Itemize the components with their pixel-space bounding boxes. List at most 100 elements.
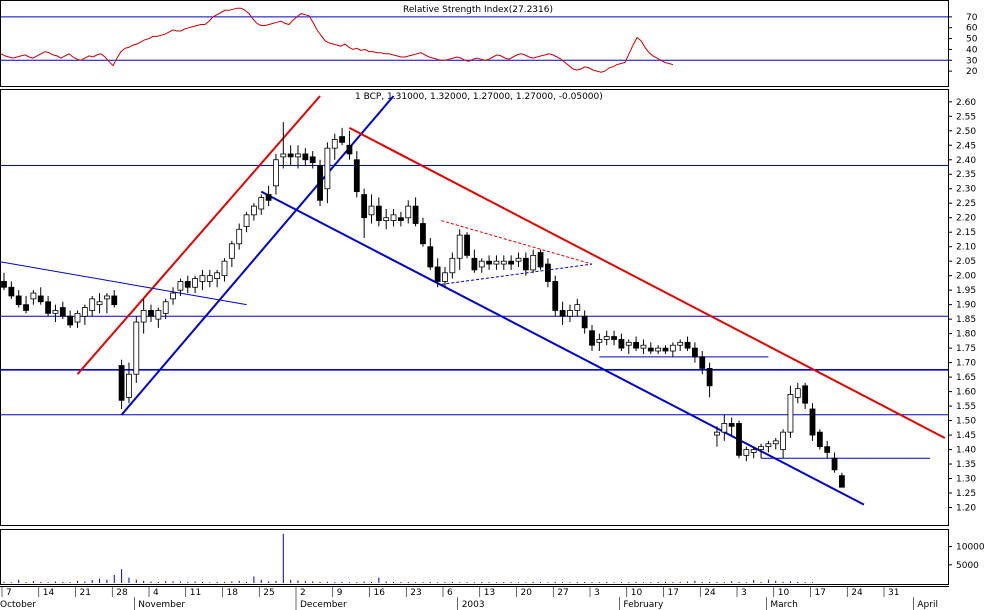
candle-body-up <box>30 292 37 300</box>
day-label: 17 <box>815 588 826 598</box>
candle-body-up <box>530 254 537 271</box>
candle <box>824 440 831 459</box>
price-title: 1 BCP, 1.31000, 1.32000, 1.27000, 1.2700… <box>355 92 603 102</box>
candle-body-down <box>317 165 323 201</box>
candle <box>140 298 147 334</box>
candle-body-down <box>692 347 698 358</box>
candle-body-up <box>221 260 228 277</box>
candle <box>802 382 809 409</box>
price-tick-label: 2.05 <box>956 257 976 267</box>
candle <box>464 232 470 259</box>
candle-body-up <box>603 336 610 340</box>
candle-body-down <box>581 315 588 329</box>
volume-tick-label: 10000 <box>956 543 985 553</box>
candle <box>133 316 140 383</box>
candle-body-up <box>721 423 728 433</box>
candle <box>243 211 250 233</box>
blue-downtrend-line <box>260 190 865 506</box>
candle <box>442 266 448 288</box>
candle <box>258 194 265 215</box>
price-tick-label: 2.40 <box>956 156 976 166</box>
month-label: December <box>300 600 347 610</box>
candle <box>493 255 500 270</box>
candle <box>839 472 845 488</box>
candle-body-down <box>706 368 713 387</box>
candle <box>669 342 676 357</box>
candle <box>405 200 412 224</box>
candle <box>390 209 397 227</box>
candle <box>809 403 816 441</box>
candle <box>633 336 639 352</box>
candle-body-down <box>302 153 309 161</box>
candle-body-up <box>640 344 647 349</box>
price-tick-label: 1.25 <box>956 489 976 499</box>
candle-body-down <box>412 205 419 224</box>
price-tick-label: 2.60 <box>956 98 976 108</box>
candle-body-up <box>493 260 500 265</box>
candle <box>816 429 823 450</box>
candle-body-down <box>684 341 691 349</box>
volume-bars <box>3 533 813 583</box>
day-label: 18 <box>227 588 239 598</box>
candle <box>184 275 191 294</box>
rsi-tick-label: 60 <box>966 24 978 34</box>
candle <box>743 446 750 462</box>
candle <box>449 252 456 279</box>
price-panel: 1 BCP, 1.31000, 1.32000, 1.27000, 1.2700… <box>0 89 976 526</box>
candle-body-up <box>243 214 250 227</box>
month-label: April <box>917 600 938 610</box>
rsi-tick-label: 30 <box>966 56 978 66</box>
candle-body-up <box>449 257 456 274</box>
candle <box>471 249 478 273</box>
candle-body-down <box>839 475 845 488</box>
candle <box>750 446 757 459</box>
candle <box>486 255 493 270</box>
price-frame <box>0 89 949 526</box>
candle <box>655 345 662 354</box>
price-tick-label: 1.40 <box>956 446 976 456</box>
candle <box>780 429 786 459</box>
month-label: 2003 <box>462 600 485 610</box>
candle <box>420 217 426 247</box>
candle <box>265 185 272 207</box>
price-tick-label: 1.45 <box>956 431 976 441</box>
candle <box>508 255 515 270</box>
candle-body-up <box>81 307 88 317</box>
candle <box>280 122 287 169</box>
x-month-labels: October November December 2003 February March… <box>0 597 938 610</box>
candle-body-up <box>162 301 169 314</box>
candle <box>787 385 794 438</box>
candle <box>559 301 566 325</box>
rsi-grid <box>1 16 948 61</box>
candle <box>647 342 654 354</box>
candle-body-down <box>486 260 493 265</box>
candle-body-down <box>647 347 654 352</box>
rsi-tick-label: 70 <box>966 13 978 23</box>
candle-body-up <box>750 449 757 453</box>
candle <box>552 275 559 317</box>
candle-body-down <box>37 295 44 303</box>
candle-body-up <box>295 153 301 158</box>
candle-body-down <box>361 194 368 219</box>
candle-body-down <box>559 310 566 317</box>
candle <box>574 298 581 317</box>
candle-body-down <box>23 304 29 311</box>
candle-body-up <box>787 394 794 433</box>
price-tick-label: 1.75 <box>956 344 976 354</box>
candle <box>331 133 338 160</box>
candle <box>530 249 537 273</box>
triangle-upper-dashed-line <box>441 220 593 265</box>
candle <box>625 339 632 354</box>
candle <box>295 145 301 169</box>
candle <box>302 148 309 166</box>
price-tick-label: 1.20 <box>956 504 976 514</box>
candle-body-up <box>250 205 257 216</box>
price-tick-label: 1.60 <box>956 388 976 398</box>
candle <box>96 293 103 314</box>
candle-body-down <box>728 423 735 427</box>
candle <box>52 304 59 323</box>
candle-body-up <box>214 272 221 279</box>
candle-body-up <box>625 341 632 346</box>
candle <box>500 255 507 270</box>
candle <box>522 252 529 276</box>
